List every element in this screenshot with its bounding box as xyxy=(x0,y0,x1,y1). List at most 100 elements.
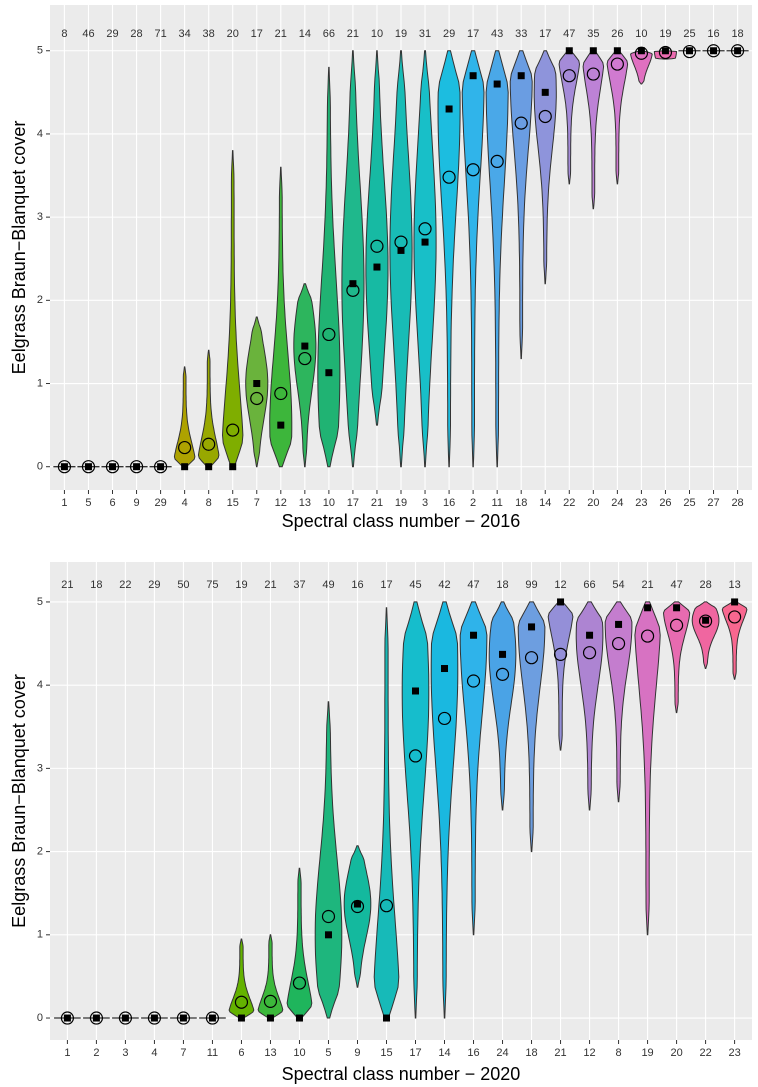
y-tick-label: 4 xyxy=(37,128,43,140)
median-marker xyxy=(445,105,453,113)
x-tick-label: 18 xyxy=(525,1047,537,1059)
count-label: 71 xyxy=(154,28,166,40)
y-tick-label: 4 xyxy=(37,679,43,691)
y-tick-label: 1 xyxy=(37,929,43,941)
x-tick-label: 23 xyxy=(635,497,647,509)
count-label: 29 xyxy=(148,579,160,591)
x-tick-label: 11 xyxy=(207,1047,218,1059)
x-tick-label: 14 xyxy=(539,497,551,509)
mean-marker xyxy=(379,899,394,913)
count-label: 99 xyxy=(525,579,537,591)
median-marker xyxy=(60,463,68,471)
mean-marker xyxy=(129,460,144,474)
median-marker xyxy=(644,604,652,612)
mean-marker xyxy=(81,460,96,474)
x-tick-label: 13 xyxy=(299,497,311,509)
x-tick-label: 21 xyxy=(554,1047,566,1059)
x-tick-label: 27 xyxy=(707,497,719,509)
count-label: 25 xyxy=(683,28,695,40)
mean-marker xyxy=(730,44,745,58)
violin xyxy=(257,934,284,1019)
count-label: 10 xyxy=(635,28,647,40)
y-axis-title: Eelgrass Braun−Blanquet cover xyxy=(9,121,29,375)
y-axis-title: Eelgrass Braun−Blanquet cover xyxy=(9,674,29,928)
x-tick-label: 22 xyxy=(699,1047,711,1059)
count-label: 17 xyxy=(539,28,551,40)
mean-marker xyxy=(292,976,307,990)
mean-marker xyxy=(562,69,576,83)
x-tick-label: 22 xyxy=(563,497,575,509)
violin xyxy=(430,601,459,1019)
count-label: 46 xyxy=(82,28,94,40)
median-marker xyxy=(734,47,742,55)
x-tick-label: 21 xyxy=(371,497,383,509)
count-label: 31 xyxy=(419,28,431,40)
x-tick-label: 7 xyxy=(180,1047,186,1059)
x-tick-label: 26 xyxy=(659,497,671,509)
median-marker xyxy=(673,604,681,612)
x-tick-label: 9 xyxy=(133,497,139,509)
mean-marker xyxy=(466,674,481,688)
median-marker xyxy=(702,616,710,624)
x-tick-label: 7 xyxy=(254,497,260,509)
median-marker xyxy=(92,1014,100,1022)
count-label: 66 xyxy=(583,579,595,591)
mean-marker xyxy=(322,327,336,342)
count-label: 26 xyxy=(611,28,623,40)
count-label: 38 xyxy=(203,28,215,40)
median-marker xyxy=(637,47,645,55)
mean-marker xyxy=(263,994,278,1008)
count-label: 75 xyxy=(206,579,218,591)
mean-marker xyxy=(610,57,624,71)
x-tick-label: 15 xyxy=(227,497,239,509)
median-marker xyxy=(150,1014,158,1022)
median-marker xyxy=(685,47,693,55)
violin xyxy=(245,316,269,468)
x-tick-label: 5 xyxy=(325,1047,331,1059)
median-marker xyxy=(179,1014,187,1022)
mean-marker xyxy=(147,1011,162,1025)
mean-marker xyxy=(437,711,452,726)
median-marker xyxy=(731,598,739,606)
count-label: 47 xyxy=(670,579,682,591)
mean-marker xyxy=(274,386,288,401)
x-tick-label: 28 xyxy=(731,497,743,509)
x-tick-label: 8 xyxy=(615,1047,621,1059)
x-tick-label: 29 xyxy=(154,497,166,509)
count-label: 54 xyxy=(612,579,624,591)
violin xyxy=(286,867,313,1019)
violin xyxy=(221,150,244,468)
median-marker xyxy=(613,47,621,55)
x-tick-label: 23 xyxy=(728,1047,740,1059)
count-label: 29 xyxy=(106,28,118,40)
y-tick-label: 5 xyxy=(37,45,43,57)
violin xyxy=(314,701,343,1019)
violin xyxy=(509,50,533,360)
mean-marker xyxy=(418,222,432,236)
x-tick-label: 12 xyxy=(583,1047,595,1059)
count-label: 17 xyxy=(467,28,479,40)
mean-marker xyxy=(57,460,72,474)
median-marker xyxy=(441,665,449,673)
median-marker xyxy=(277,421,285,429)
x-tick-label: 12 xyxy=(275,497,287,509)
count-label: 8 xyxy=(61,28,67,40)
mean-marker xyxy=(60,1011,75,1025)
count-label: 33 xyxy=(515,28,527,40)
median-marker xyxy=(382,1014,390,1022)
violin xyxy=(373,607,400,1019)
mean-marker xyxy=(553,647,568,661)
count-label: 19 xyxy=(395,28,407,40)
mean-marker xyxy=(495,667,510,681)
median-marker xyxy=(353,900,361,908)
violin xyxy=(293,283,317,468)
mean-marker xyxy=(298,351,312,366)
x-tick-label: 4 xyxy=(182,497,188,509)
x-tick-label: 14 xyxy=(438,1047,450,1059)
mean-marker xyxy=(202,437,216,451)
x-tick-label: 4 xyxy=(151,1047,157,1059)
x-tick-label: 19 xyxy=(395,497,407,509)
median-marker xyxy=(528,623,536,631)
y-tick-label: 0 xyxy=(37,461,43,473)
count-label: 12 xyxy=(554,579,566,591)
